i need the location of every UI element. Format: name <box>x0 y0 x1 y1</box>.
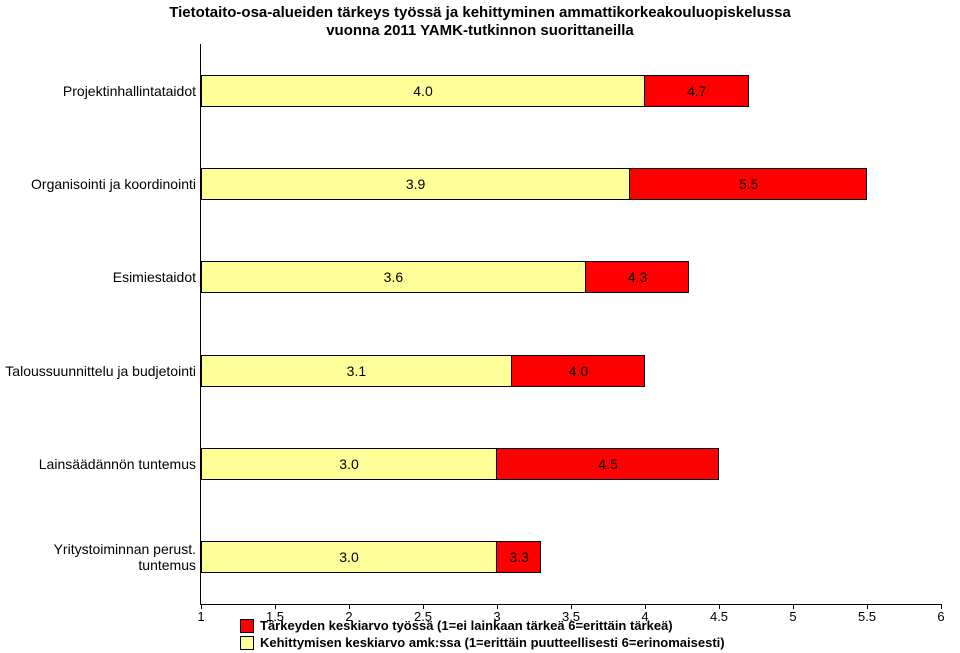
bar-row: Esimiestaidot3.64.3 <box>201 231 941 324</box>
bar-red-value: 4.7 <box>645 75 749 107</box>
title-line-1: Tietotaito-osa-alueiden tärkeys työssä j… <box>169 4 791 21</box>
category-label: Esimiestaidot <box>0 269 196 285</box>
x-tick-label: 5 <box>789 609 796 624</box>
x-tick-label: 5.5 <box>858 609 876 624</box>
bar-red-value: 5.5 <box>630 168 867 200</box>
bar-red-value: 3.3 <box>497 541 541 573</box>
x-tick-label: 1 <box>197 609 204 624</box>
bar-yellow: 3.1 <box>201 355 512 387</box>
bar-yellow: 3.0 <box>201 448 497 480</box>
bar-red-value: 4.3 <box>586 261 690 293</box>
legend-item-yellow: Kehittymisen keskiarvo amk:ssa (1=erittä… <box>240 635 725 652</box>
bar-row: Yritystoiminnan perust. tuntemus3.03.3 <box>201 511 941 604</box>
x-tick-label: 6 <box>937 609 944 624</box>
bar-yellow: 3.9 <box>201 168 630 200</box>
category-label: Organisointi ja koordinointi <box>0 176 196 192</box>
title-line-2: vuonna 2011 YAMK-tutkinnon suorittaneill… <box>326 22 634 39</box>
bar-yellow: 4.0 <box>201 75 645 107</box>
chart-container: Tietotaito-osa-alueiden tärkeys työssä j… <box>0 0 960 653</box>
chart-title: Tietotaito-osa-alueiden tärkeys työssä j… <box>0 0 960 40</box>
legend-red-label: Tärkeyden keskiarvo työssä (1=ei lainkaa… <box>260 618 673 635</box>
plot-area: Projektinhallintataidot4.04.7Organisoint… <box>200 44 941 605</box>
legend-swatch-red <box>240 619 254 633</box>
category-label: Projektinhallintataidot <box>0 83 196 99</box>
bar-row: Projektinhallintataidot4.04.7 <box>201 44 941 137</box>
category-label: Yritystoiminnan perust. tuntemus <box>0 541 196 573</box>
bar-yellow: 3.6 <box>201 261 586 293</box>
category-label: Lainsäädännön tuntemus <box>0 456 196 472</box>
bar-red-value: 4.5 <box>497 448 719 480</box>
legend: Tärkeyden keskiarvo työssä (1=ei lainkaa… <box>240 618 725 652</box>
bar-yellow: 3.0 <box>201 541 497 573</box>
legend-swatch-yellow <box>240 636 254 650</box>
bar-row: Taloussuunnittelu ja budjetointi3.14.0 <box>201 324 941 417</box>
legend-item-red: Tärkeyden keskiarvo työssä (1=ei lainkaa… <box>240 618 725 635</box>
bar-row: Lainsäädännön tuntemus3.04.5 <box>201 417 941 510</box>
legend-yellow-label: Kehittymisen keskiarvo amk:ssa (1=erittä… <box>260 635 725 652</box>
category-label: Taloussuunnittelu ja budjetointi <box>0 363 196 379</box>
bar-row: Organisointi ja koordinointi3.95.5 <box>201 137 941 230</box>
bar-red-value: 4.0 <box>512 355 645 387</box>
